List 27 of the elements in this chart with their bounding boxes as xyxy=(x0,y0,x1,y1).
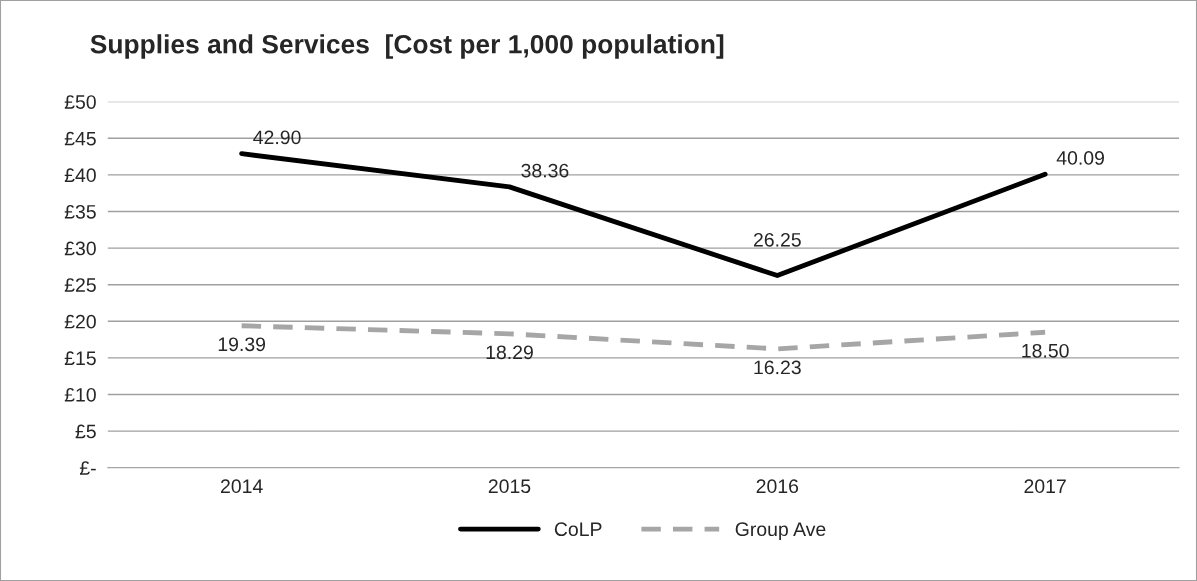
x-tick-label: 2015 xyxy=(488,479,531,494)
chart-title: Supplies and Services [Cost per 1,000 population] xyxy=(90,34,724,59)
data-label: 38.36 xyxy=(521,163,569,178)
legend-label: Group Ave xyxy=(735,522,826,540)
data-label: 19.39 xyxy=(218,337,266,352)
y-tick-label: £10 xyxy=(64,387,96,402)
x-tick-label: 2014 xyxy=(221,479,263,494)
y-tick-label: £40 xyxy=(64,168,96,183)
y-tick-label: £20 xyxy=(64,314,96,329)
y-tick-label: £30 xyxy=(64,241,96,256)
data-label: 16.23 xyxy=(754,360,801,375)
y-tick-label: £5 xyxy=(75,424,96,439)
x-tick-label: 2017 xyxy=(1024,479,1066,494)
y-tick-label: £35 xyxy=(64,204,96,219)
y-tick-label: £50 xyxy=(64,95,96,109)
data-label: 42.90 xyxy=(253,130,301,145)
line-series xyxy=(239,151,1048,278)
legend-label: CoLP xyxy=(554,522,602,537)
y-tick-label: £- xyxy=(79,461,96,475)
y-tick-label: £15 xyxy=(64,351,96,366)
data-label: 26.25 xyxy=(753,232,801,247)
x-tick-label: 2016 xyxy=(756,479,799,494)
data-label: 40.09 xyxy=(1056,151,1104,165)
y-tick-label: £25 xyxy=(64,278,96,292)
y-tick-label: £45 xyxy=(64,131,96,146)
data-label: 18.50 xyxy=(1022,343,1069,358)
data-label: 18.29 xyxy=(486,345,533,360)
